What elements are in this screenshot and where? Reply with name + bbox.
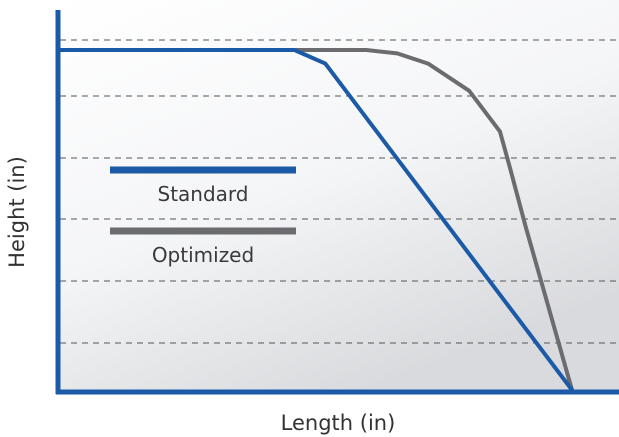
- legend-label-standard: Standard: [158, 182, 249, 206]
- series-line-standard: [56, 48, 574, 392]
- legend-label-optimized: Optimized: [152, 243, 254, 267]
- legend: Standard Optimized: [110, 166, 296, 267]
- series-lines: [56, 48, 574, 392]
- plot-background: [58, 0, 619, 392]
- x-axis-label: Length (in): [281, 411, 396, 435]
- series-line-optimized: [56, 48, 574, 392]
- y-axis-label: Height (in): [5, 156, 29, 268]
- gridlines: [60, 39, 619, 344]
